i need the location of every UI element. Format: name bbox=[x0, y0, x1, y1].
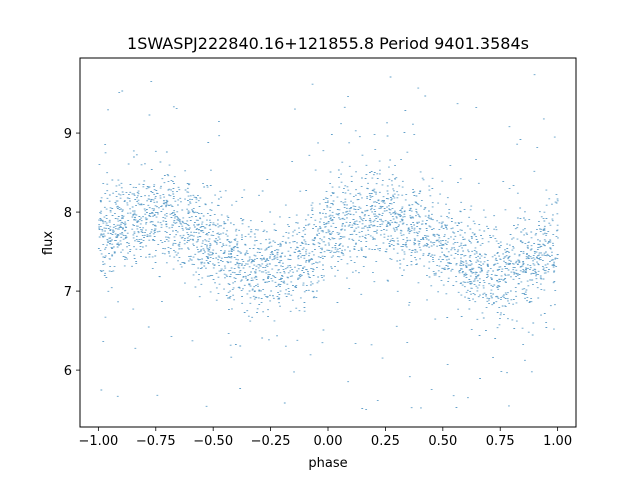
y-tick-label: 7 bbox=[64, 285, 72, 300]
x-axis-label: phase bbox=[308, 456, 347, 471]
data-points bbox=[97, 74, 559, 411]
y-tick-label: 9 bbox=[64, 127, 72, 142]
x-tick-label: 0.00 bbox=[314, 434, 343, 449]
x-tick-label: −0.25 bbox=[251, 434, 291, 449]
x-tick-label: −0.50 bbox=[193, 434, 233, 449]
scatter-points bbox=[97, 74, 559, 411]
chart-title: 1SWASPJ222840.16+121855.8 Period 9401.35… bbox=[127, 34, 529, 53]
y-axis-label: flux bbox=[41, 231, 56, 255]
y-tick-label: 8 bbox=[64, 206, 72, 221]
x-tick-label: −0.75 bbox=[136, 434, 176, 449]
x-axis: −1.00 −0.75 −0.50 −0.25 0.00 0.25 0.50 0.75 1.00 bbox=[78, 427, 572, 449]
x-tick-label: 0.25 bbox=[371, 434, 400, 449]
x-tick-label: 0.50 bbox=[428, 434, 457, 449]
x-tick-label: −1.00 bbox=[78, 434, 118, 449]
y-tick-label: 6 bbox=[64, 364, 72, 379]
y-axis: 6 7 8 9 bbox=[64, 127, 80, 379]
x-tick-label: 1.00 bbox=[543, 434, 572, 449]
x-tick-label: 0.75 bbox=[486, 434, 515, 449]
